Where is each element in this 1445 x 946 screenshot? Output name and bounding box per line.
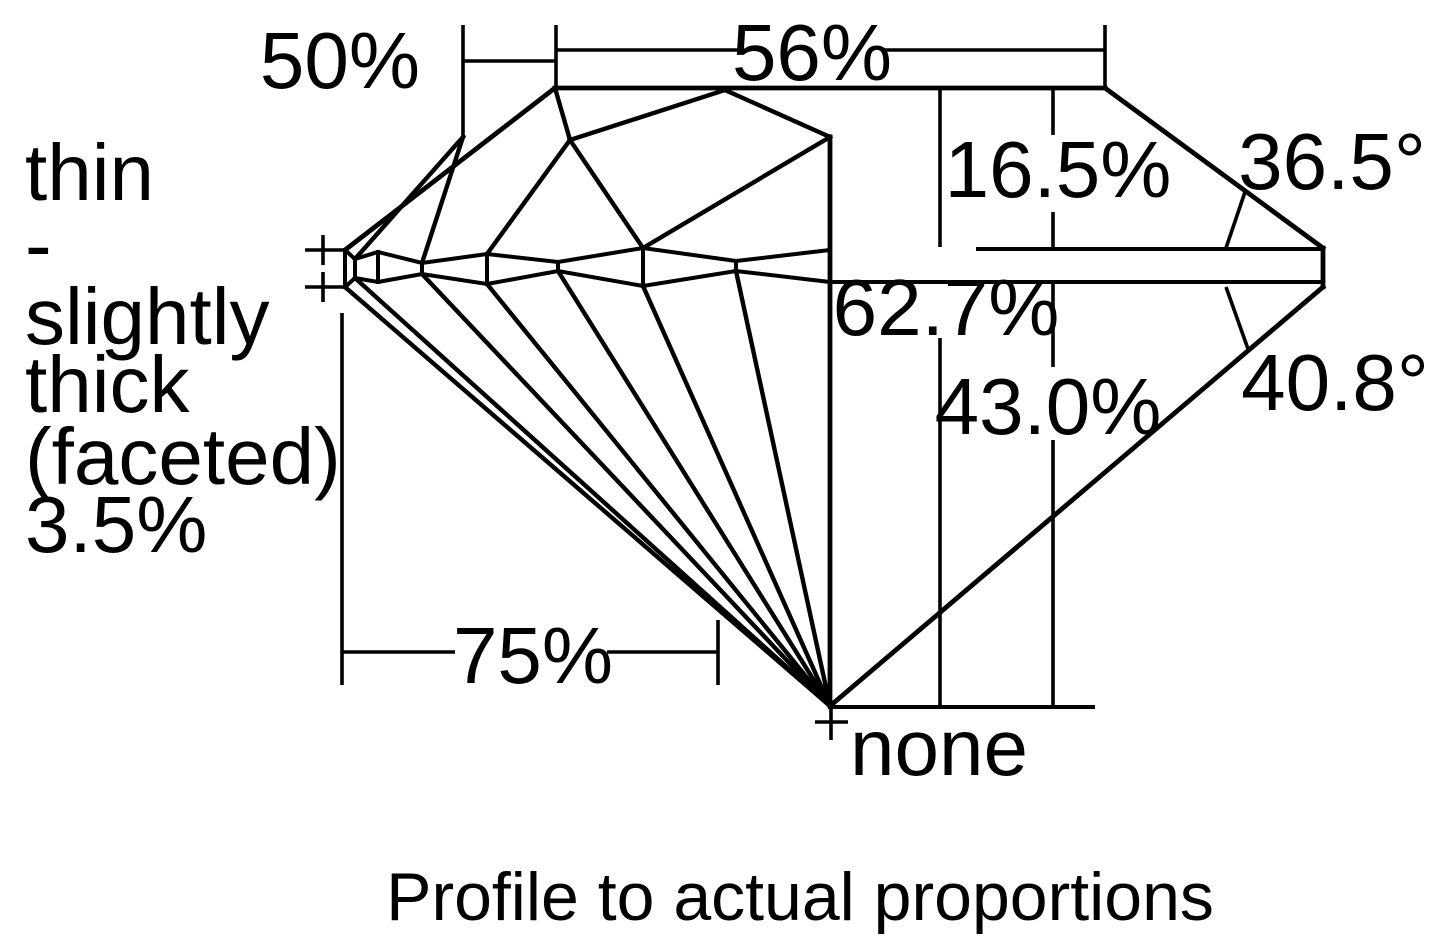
pavilion-facet-line bbox=[733, 268, 833, 709]
dimension-lines bbox=[340, 25, 1250, 707]
tick-marks bbox=[305, 235, 848, 740]
crown-facet-lines bbox=[351, 85, 834, 266]
girdle-note-line: - bbox=[25, 200, 52, 289]
girdle-note-line: slightly bbox=[25, 272, 270, 361]
crown-height-label: 16.5% bbox=[945, 125, 1172, 214]
girdle-note: thin - slightly thick (faceted) 3.5% bbox=[25, 128, 341, 569]
total-depth-label: 62.7% bbox=[833, 263, 1060, 352]
girdle-band bbox=[342, 245, 833, 290]
pavilion-facet-line bbox=[418, 270, 834, 710]
girdle-note-line: thin bbox=[25, 128, 154, 217]
star-length-label: 50% bbox=[260, 16, 420, 105]
pavilion-facet-lines bbox=[341, 267, 834, 710]
girdle-note-line: 3.5% bbox=[25, 480, 207, 569]
pavilion-angle-label: 40.8° bbox=[1241, 338, 1429, 427]
pavilion-angle-marker bbox=[1224, 286, 1250, 350]
kite-facet-line bbox=[639, 133, 834, 252]
kite-facet-line bbox=[483, 136, 574, 258]
reference-lines bbox=[828, 247, 1325, 709]
table-width-label: 56% bbox=[732, 8, 892, 97]
kite-facet-line bbox=[567, 87, 728, 143]
girdle-note-line: (faceted) bbox=[25, 412, 341, 501]
diamond-outline bbox=[341, 84, 1327, 710]
kite-facet-line bbox=[566, 136, 647, 252]
measurement-labels: 50% 56% 16.5% 36.5° 62.7% 43.0% 40.8° 75… bbox=[260, 8, 1429, 792]
pavilion-outline-left bbox=[341, 283, 834, 710]
pavilion-facet-line bbox=[483, 280, 834, 710]
pavilion-facet-line bbox=[351, 274, 834, 710]
crown-slope-left bbox=[341, 84, 559, 254]
pavilion-slope-right bbox=[826, 283, 1327, 710]
pavilion-facet-line bbox=[640, 283, 833, 709]
pavilion-depth-label: 43.0% bbox=[935, 362, 1162, 451]
girdle-upper-edge bbox=[342, 245, 833, 266]
star-facet-line bbox=[419, 134, 466, 266]
kite-facet-line bbox=[552, 85, 573, 143]
kite-facet-line bbox=[722, 87, 833, 140]
crown-slope-right bbox=[1101, 84, 1327, 252]
crown-angle-marker bbox=[1224, 191, 1247, 249]
diagram-title: Profile to actual proportions bbox=[386, 859, 1214, 935]
crown-angle-label: 36.5° bbox=[1238, 117, 1426, 206]
star-facet-line bbox=[351, 133, 467, 263]
girdle-note-line: thick bbox=[25, 340, 190, 429]
girdle-lower-edge bbox=[342, 268, 833, 290]
culet-label: none bbox=[850, 703, 1028, 792]
pavilion-facet-line bbox=[554, 267, 834, 710]
lower-girdle-label: 75% bbox=[453, 611, 613, 700]
